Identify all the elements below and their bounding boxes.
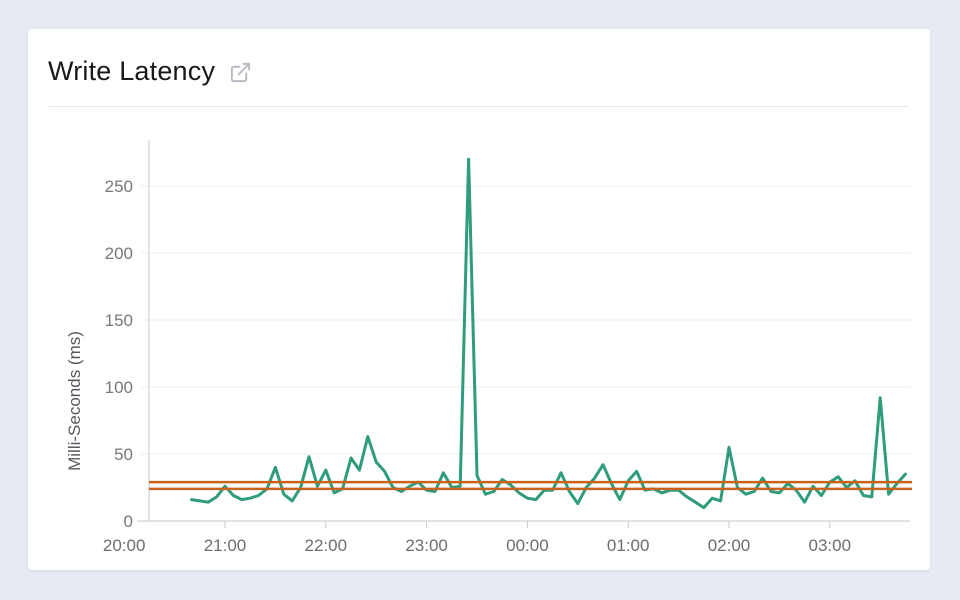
svg-text:02:00: 02:00 <box>708 536 751 555</box>
x-tick-labels: 20:00 21:00 22:00 23:00 00:00 01:00 02:00 03:00 <box>103 536 851 555</box>
svg-text:250: 250 <box>105 177 133 196</box>
svg-text:21:00: 21:00 <box>204 536 247 555</box>
external-link-icon[interactable] <box>229 61 252 84</box>
x-ticks <box>224 521 831 528</box>
svg-text:100: 100 <box>105 378 133 397</box>
svg-text:22:00: 22:00 <box>305 536 348 555</box>
y-gridlines <box>141 185 910 455</box>
chart-title: Write Latency <box>48 56 216 86</box>
svg-text:00:00: 00:00 <box>506 536 549 555</box>
card-header: Write Latency <box>48 56 910 87</box>
svg-text:150: 150 <box>105 311 133 330</box>
svg-text:20:00: 20:00 <box>103 536 146 555</box>
y-axis-title: Milli-Seconds (ms) <box>65 331 84 471</box>
header-divider <box>49 106 909 107</box>
threshold-lines <box>149 480 912 491</box>
svg-text:0: 0 <box>124 512 133 531</box>
svg-text:03:00: 03:00 <box>809 536 852 555</box>
svg-text:23:00: 23:00 <box>405 536 448 555</box>
svg-text:200: 200 <box>105 244 133 263</box>
svg-text:01:00: 01:00 <box>607 536 650 555</box>
latency-line <box>189 157 907 510</box>
y-tick-labels: 0 50 100 150 200 250 <box>105 177 133 531</box>
svg-text:50: 50 <box>114 445 133 464</box>
write-latency-chart: 20:00 21:00 22:00 23:00 00:00 01:00 02:00 03:00… <box>65 140 912 555</box>
write-latency-card: Write Latency 20:00 21:00 22:00 23:00 00:00 0… <box>28 29 930 570</box>
